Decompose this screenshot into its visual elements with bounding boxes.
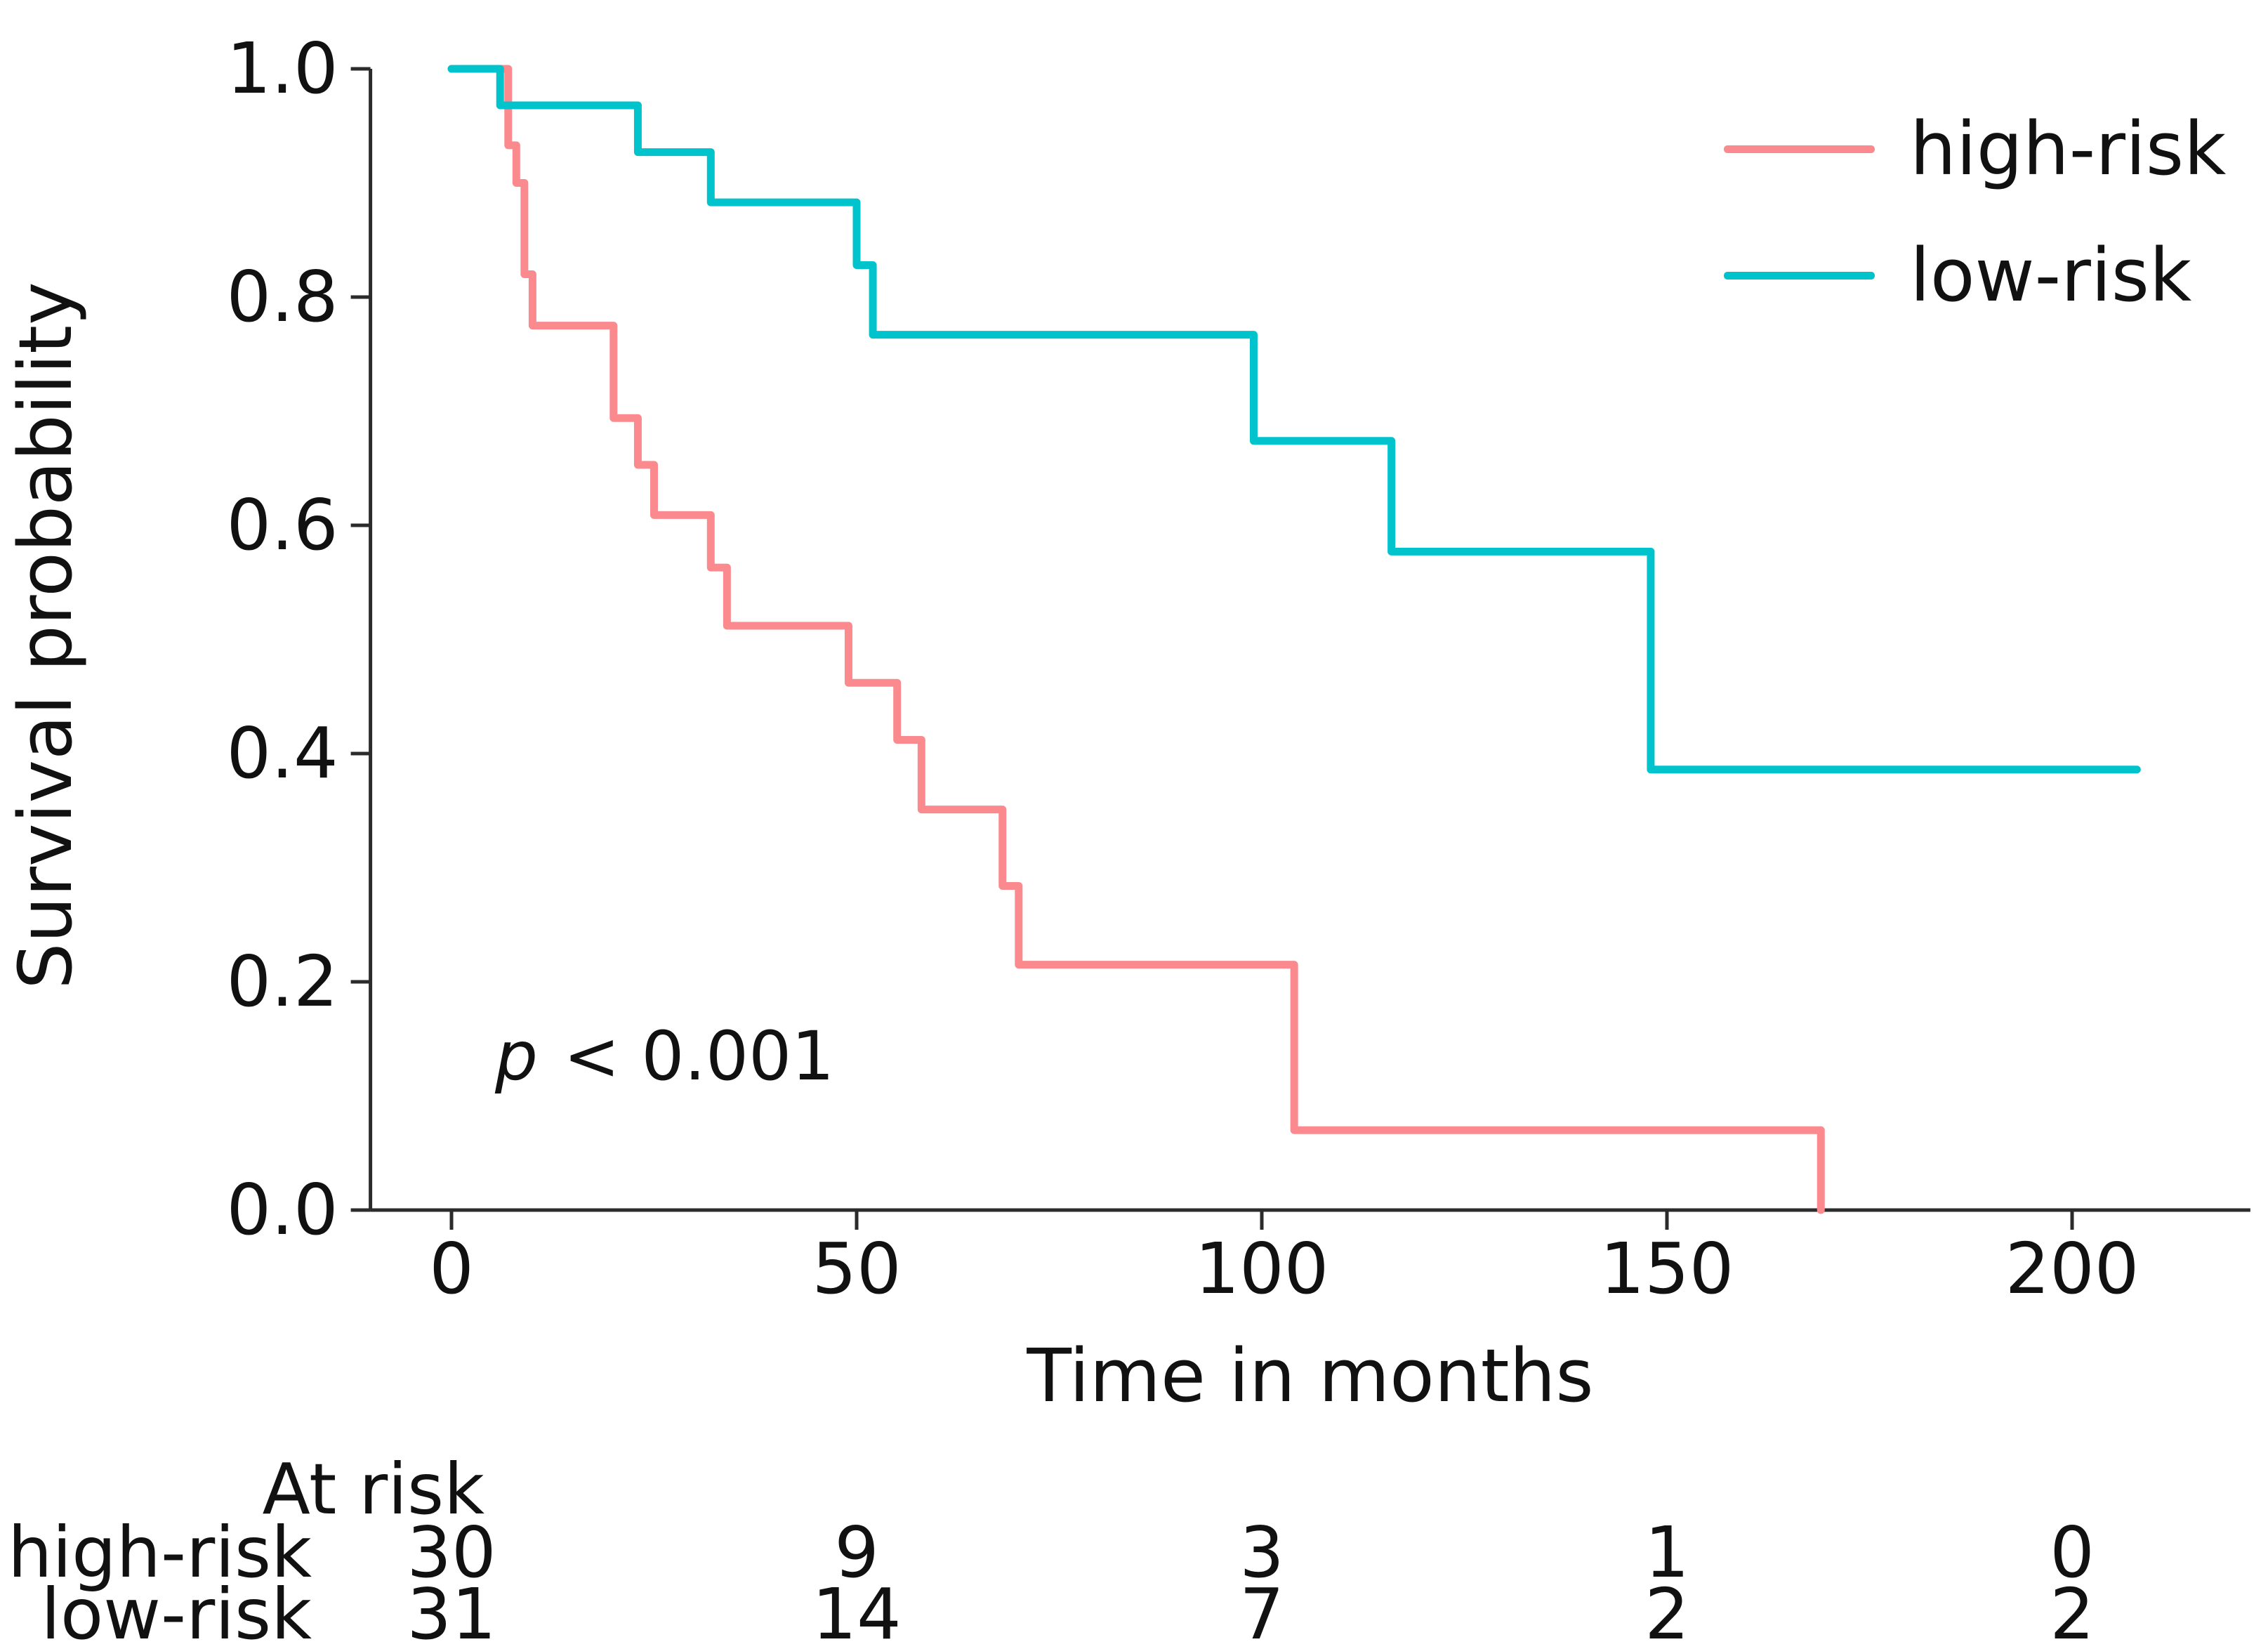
- x-tick-label: 50: [812, 1228, 901, 1310]
- p-symbol: p: [495, 1017, 538, 1096]
- y-tick-label: 0.4: [227, 712, 338, 794]
- high-risk-line-swatch: [1724, 145, 1875, 153]
- at-risk-count-high-risk-t50: 9: [834, 1511, 879, 1594]
- y-tick-label: 0.6: [227, 484, 338, 566]
- x-axis-title: Time in months: [1027, 1333, 1594, 1419]
- at-risk-row-label-high-risk: high-risk: [7, 1511, 312, 1594]
- p-value-text: < 0.001: [541, 1017, 835, 1096]
- at-risk-count-high-risk-t0: 30: [407, 1511, 496, 1594]
- at-risk-count-low-risk-t50: 14: [812, 1573, 902, 1649]
- high-risk-curve: [447, 65, 1825, 1214]
- x-tick-label: 200: [2005, 1228, 2140, 1310]
- p-value-annotation: p < 0.001: [495, 1017, 834, 1096]
- legend: high-risk low-risk: [1724, 106, 2226, 364]
- legend-label-low-risk: low-risk: [1910, 232, 2192, 318]
- at-risk-header: At risk: [262, 1448, 484, 1530]
- at-risk-count-high-risk-t100: 3: [1239, 1511, 1284, 1594]
- at-risk-count-high-risk-t200: 0: [2050, 1511, 2095, 1594]
- y-tick-label: 1.0: [227, 27, 338, 110]
- legend-item-high-risk: high-risk: [1724, 106, 2226, 192]
- at-risk-count-low-risk-t100: 7: [1239, 1573, 1284, 1649]
- at-risk-count-low-risk-t200: 2: [2050, 1573, 2095, 1649]
- low-risk-curve: [447, 65, 2141, 774]
- legend-label-high-risk: high-risk: [1910, 106, 2227, 192]
- at-risk-row-label-low-risk: low-risk: [41, 1573, 312, 1649]
- low-risk-line-swatch: [1724, 271, 1875, 280]
- legend-item-low-risk: low-risk: [1724, 232, 2226, 318]
- y-tick-label: 0.2: [227, 940, 338, 1023]
- x-tick-label: 150: [1600, 1228, 1734, 1310]
- y-tick-label: 0.8: [227, 256, 338, 338]
- x-tick-label: 100: [1195, 1228, 1329, 1310]
- at-risk-count-low-risk-t0: 31: [407, 1573, 496, 1649]
- at-risk-count-low-risk-t150: 2: [1644, 1573, 1689, 1649]
- at-risk-count-high-risk-t150: 1: [1644, 1511, 1689, 1594]
- y-tick-label: 0.0: [227, 1169, 338, 1251]
- x-tick-label: 0: [429, 1228, 474, 1310]
